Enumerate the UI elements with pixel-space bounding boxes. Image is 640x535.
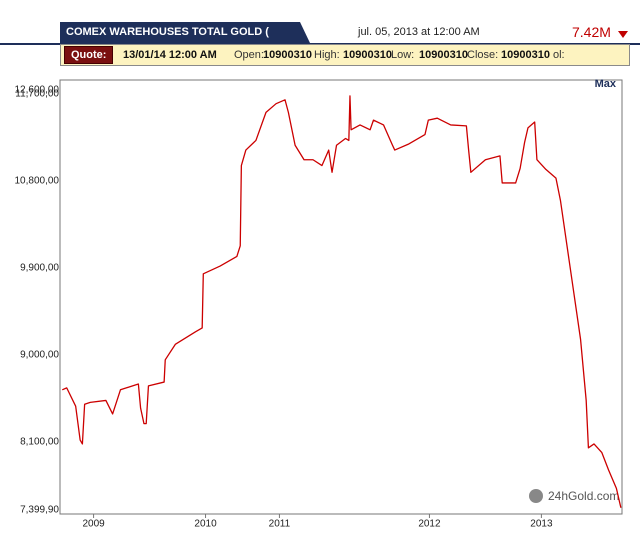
y-tick-label: 10,800,00 [15,176,60,187]
close-value: 10900310 [501,49,550,61]
x-tick-label: 2012 [418,519,441,530]
y-tick-label: 7,399,90 [20,504,59,515]
x-tick-label: 2009 [82,519,105,530]
y-tick-label: 12,600,00 [15,85,60,96]
y-tick-label: 11,700,00 [15,89,59,100]
y-tick-label: 9,000,00 [20,350,59,361]
last-value: 7.42M [572,24,611,40]
tab-corner [300,22,310,43]
chart-title: COMEX WAREHOUSES TOTAL GOLD ( [60,22,300,43]
watermark: 24hGold.com [548,489,619,503]
data-line [61,95,622,508]
x-tick-label: 2010 [194,519,217,530]
close-label: Close: [467,49,499,61]
y-tick-label: 9,900,00 [20,263,59,274]
low-label: Low: [391,49,415,61]
open-value: 10900310 [263,49,312,61]
date: jul. 05, 2013 at 12:00 AM [358,26,480,38]
quote-button[interactable]: Quote: [64,46,114,64]
plot-frame [59,79,623,515]
vol-label: ol: [553,49,565,61]
down-arrow [618,31,628,38]
x-tick-label: 2011 [269,519,291,530]
quote-bar: Quote: 13/01/14 12:00 AM Open: 10900310 … [60,44,630,66]
y-tick-label: 8,100,00 [20,437,59,448]
high-value: 10900310 [343,49,392,61]
open-label: Open: [234,49,264,61]
range-label[interactable]: Max [595,78,617,90]
low-value: 10900310 [419,49,468,61]
quote-time: 13/01/14 12:00 AM [123,49,217,61]
x-tick-label: 2013 [530,519,553,530]
high-label: High: [314,49,340,61]
logo-icon [529,489,543,503]
